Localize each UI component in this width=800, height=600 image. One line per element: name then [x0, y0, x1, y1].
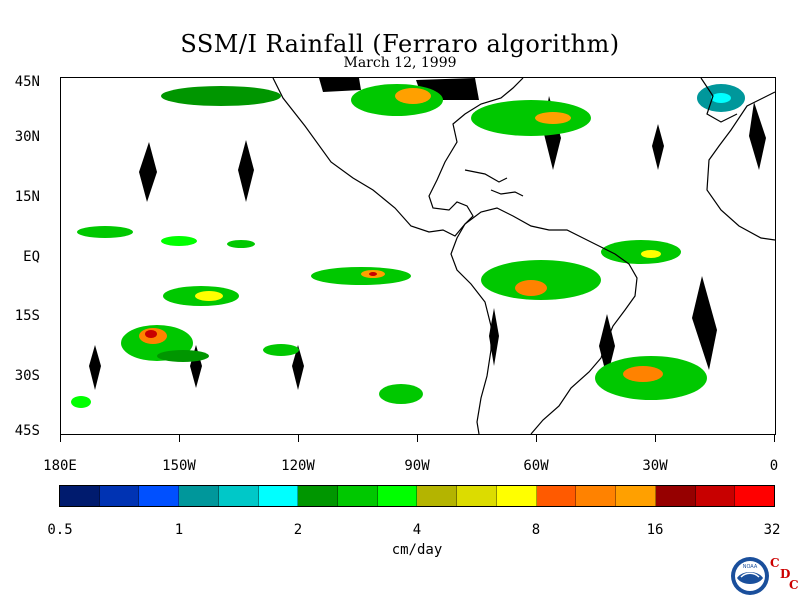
colorbar-swatch — [298, 486, 339, 506]
lat-label-15n: 15N — [14, 189, 40, 205]
colorbar-swatch — [457, 486, 497, 506]
missing-swath — [692, 276, 717, 370]
lon-label-150w: 150W — [162, 458, 196, 474]
missing-swath — [89, 345, 101, 390]
lat-label-45n: 45N — [14, 74, 40, 90]
colorbar-unit-label: cm/day — [391, 542, 443, 558]
noaa-logo: NOAA — [730, 556, 770, 596]
colorbar — [59, 485, 775, 507]
rain-patch — [311, 267, 411, 285]
lat-label-30s: 30S — [14, 368, 40, 384]
lon-tick — [298, 434, 299, 442]
colorbar-swatch — [139, 486, 180, 506]
lat-label-30n: 30N — [14, 129, 40, 145]
colorbar-tick-label: 16 — [646, 522, 664, 538]
colorbar-swatch — [695, 486, 736, 506]
lon-label-180e: 180E — [43, 458, 77, 474]
colorbar-tick-label: 32 — [763, 522, 781, 538]
colorbar-swatch — [417, 486, 458, 506]
lon-tick — [774, 434, 775, 442]
colorbar-swatch — [536, 486, 577, 506]
rain-patch — [697, 84, 745, 112]
lon-tick — [179, 434, 180, 442]
noaa-seal-icon: NOAA — [731, 557, 769, 595]
lon-label-0: 0 — [769, 458, 779, 474]
rain-patch — [163, 286, 239, 306]
missing-swath — [319, 78, 361, 92]
colorbar-swatch — [338, 486, 378, 506]
missing-swath — [292, 345, 304, 390]
coastline-north-america — [272, 78, 524, 237]
colorbar-swatch — [377, 486, 418, 506]
coastline-south-america-west — [450, 223, 492, 434]
colorbar-swatch — [576, 486, 617, 506]
colorbar-tick-label: 2 — [293, 522, 303, 538]
rain-patch — [595, 356, 707, 400]
rainfall-map — [60, 77, 776, 435]
colorbar-swatch — [616, 486, 656, 506]
rain-patch — [471, 100, 591, 136]
colorbar-tick-label: 1 — [174, 522, 184, 538]
map-subtitle: March 12, 1999 — [343, 55, 457, 71]
cdc-letter-d: D — [780, 567, 791, 581]
rain-patch — [481, 260, 601, 300]
missing-swath — [489, 308, 499, 366]
lat-label-15s: 15S — [14, 308, 40, 324]
rain-patches — [71, 84, 745, 408]
coastlines — [272, 78, 775, 434]
colorbar-tick-label: 0.5 — [47, 522, 73, 538]
rainfall-map-svg — [71, 78, 775, 434]
colorbar-swatch — [60, 486, 100, 506]
svg-text:NOAA: NOAA — [743, 564, 758, 570]
rain-patch — [161, 86, 281, 106]
coastline-south-america — [464, 207, 638, 434]
colorbar-swatch — [258, 486, 299, 506]
rain-patch — [77, 226, 255, 248]
colorbar-tick-label: 8 — [531, 522, 541, 538]
map-title: SSM/I Rainfall (Ferraro algorithm) — [180, 30, 620, 58]
missing-swath — [749, 102, 766, 170]
missing-swath — [652, 124, 664, 170]
coastline-africa-europe — [706, 91, 775, 241]
lon-tick — [417, 434, 418, 442]
missing-swath — [238, 140, 254, 202]
lon-label-60w: 60W — [523, 458, 549, 474]
cdc-letter-c2: C — [789, 578, 799, 592]
lon-label-120w: 120W — [281, 458, 315, 474]
lat-label-45s: 45S — [14, 423, 40, 439]
lon-tick — [655, 434, 656, 442]
colorbar-swatch — [218, 486, 259, 506]
lon-label-30w: 30W — [642, 458, 668, 474]
colorbar-swatch — [655, 486, 696, 506]
missing-swath — [139, 142, 157, 202]
rain-patch — [351, 84, 443, 116]
rain-patch — [601, 240, 681, 264]
colorbar-swatch — [735, 486, 774, 506]
colorbar-tick-label: 4 — [412, 522, 422, 538]
rain-patch — [71, 344, 423, 408]
colorbar-swatch — [496, 486, 537, 506]
lon-tick — [536, 434, 537, 442]
lon-tick — [60, 434, 61, 442]
coastline-greenland — [700, 78, 738, 123]
missing-data-swaths — [89, 78, 766, 390]
lon-label-90w: 90W — [404, 458, 430, 474]
rain-patch — [121, 325, 209, 362]
colorbar-swatch — [99, 486, 140, 506]
lat-label-eq: EQ — [23, 249, 40, 265]
colorbar-swatch — [179, 486, 219, 506]
coastline-caribbean — [464, 169, 524, 197]
cdc-letter-c1: C — [770, 556, 780, 570]
